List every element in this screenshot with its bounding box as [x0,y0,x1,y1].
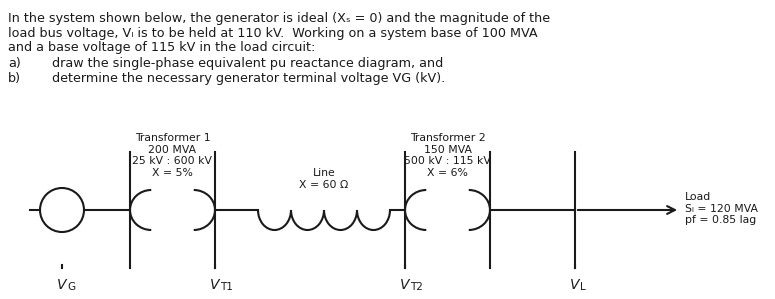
Text: Transformer 2
150 MVA
500 kV : 115 kV
X = 6%: Transformer 2 150 MVA 500 kV : 115 kV X … [404,133,491,178]
Text: V: V [57,278,66,292]
Text: T1: T1 [220,282,232,292]
Text: and a base voltage of 115 kV in the load circuit:: and a base voltage of 115 kV in the load… [8,41,315,54]
Text: In the system shown below, the generator is ideal (Xₛ = 0) and the magnitude of : In the system shown below, the generator… [8,12,550,25]
Text: draw the single-phase equivalent pu reactance diagram, and: draw the single-phase equivalent pu reac… [52,57,443,71]
Text: T2: T2 [410,282,423,292]
Text: V: V [570,278,579,292]
Text: G: G [67,282,75,292]
Text: Transformer 1
200 MVA
25 kV : 600 kV
X = 5%: Transformer 1 200 MVA 25 kV : 600 kV X =… [133,133,212,178]
Text: Line
X = 60 Ω: Line X = 60 Ω [299,168,349,190]
Text: a): a) [8,57,21,71]
Text: determine the necessary generator terminal voltage VG (kV).: determine the necessary generator termin… [52,72,446,85]
Text: L: L [580,282,586,292]
Text: Load
Sₗ = 120 MVA
pf = 0.85 lag: Load Sₗ = 120 MVA pf = 0.85 lag [685,192,758,225]
Text: load bus voltage, Vₗ is to be held at 110 kV.  Working on a system base of 100 M: load bus voltage, Vₗ is to be held at 11… [8,27,538,39]
Text: V: V [399,278,409,292]
Text: b): b) [8,72,21,85]
Text: V: V [209,278,219,292]
